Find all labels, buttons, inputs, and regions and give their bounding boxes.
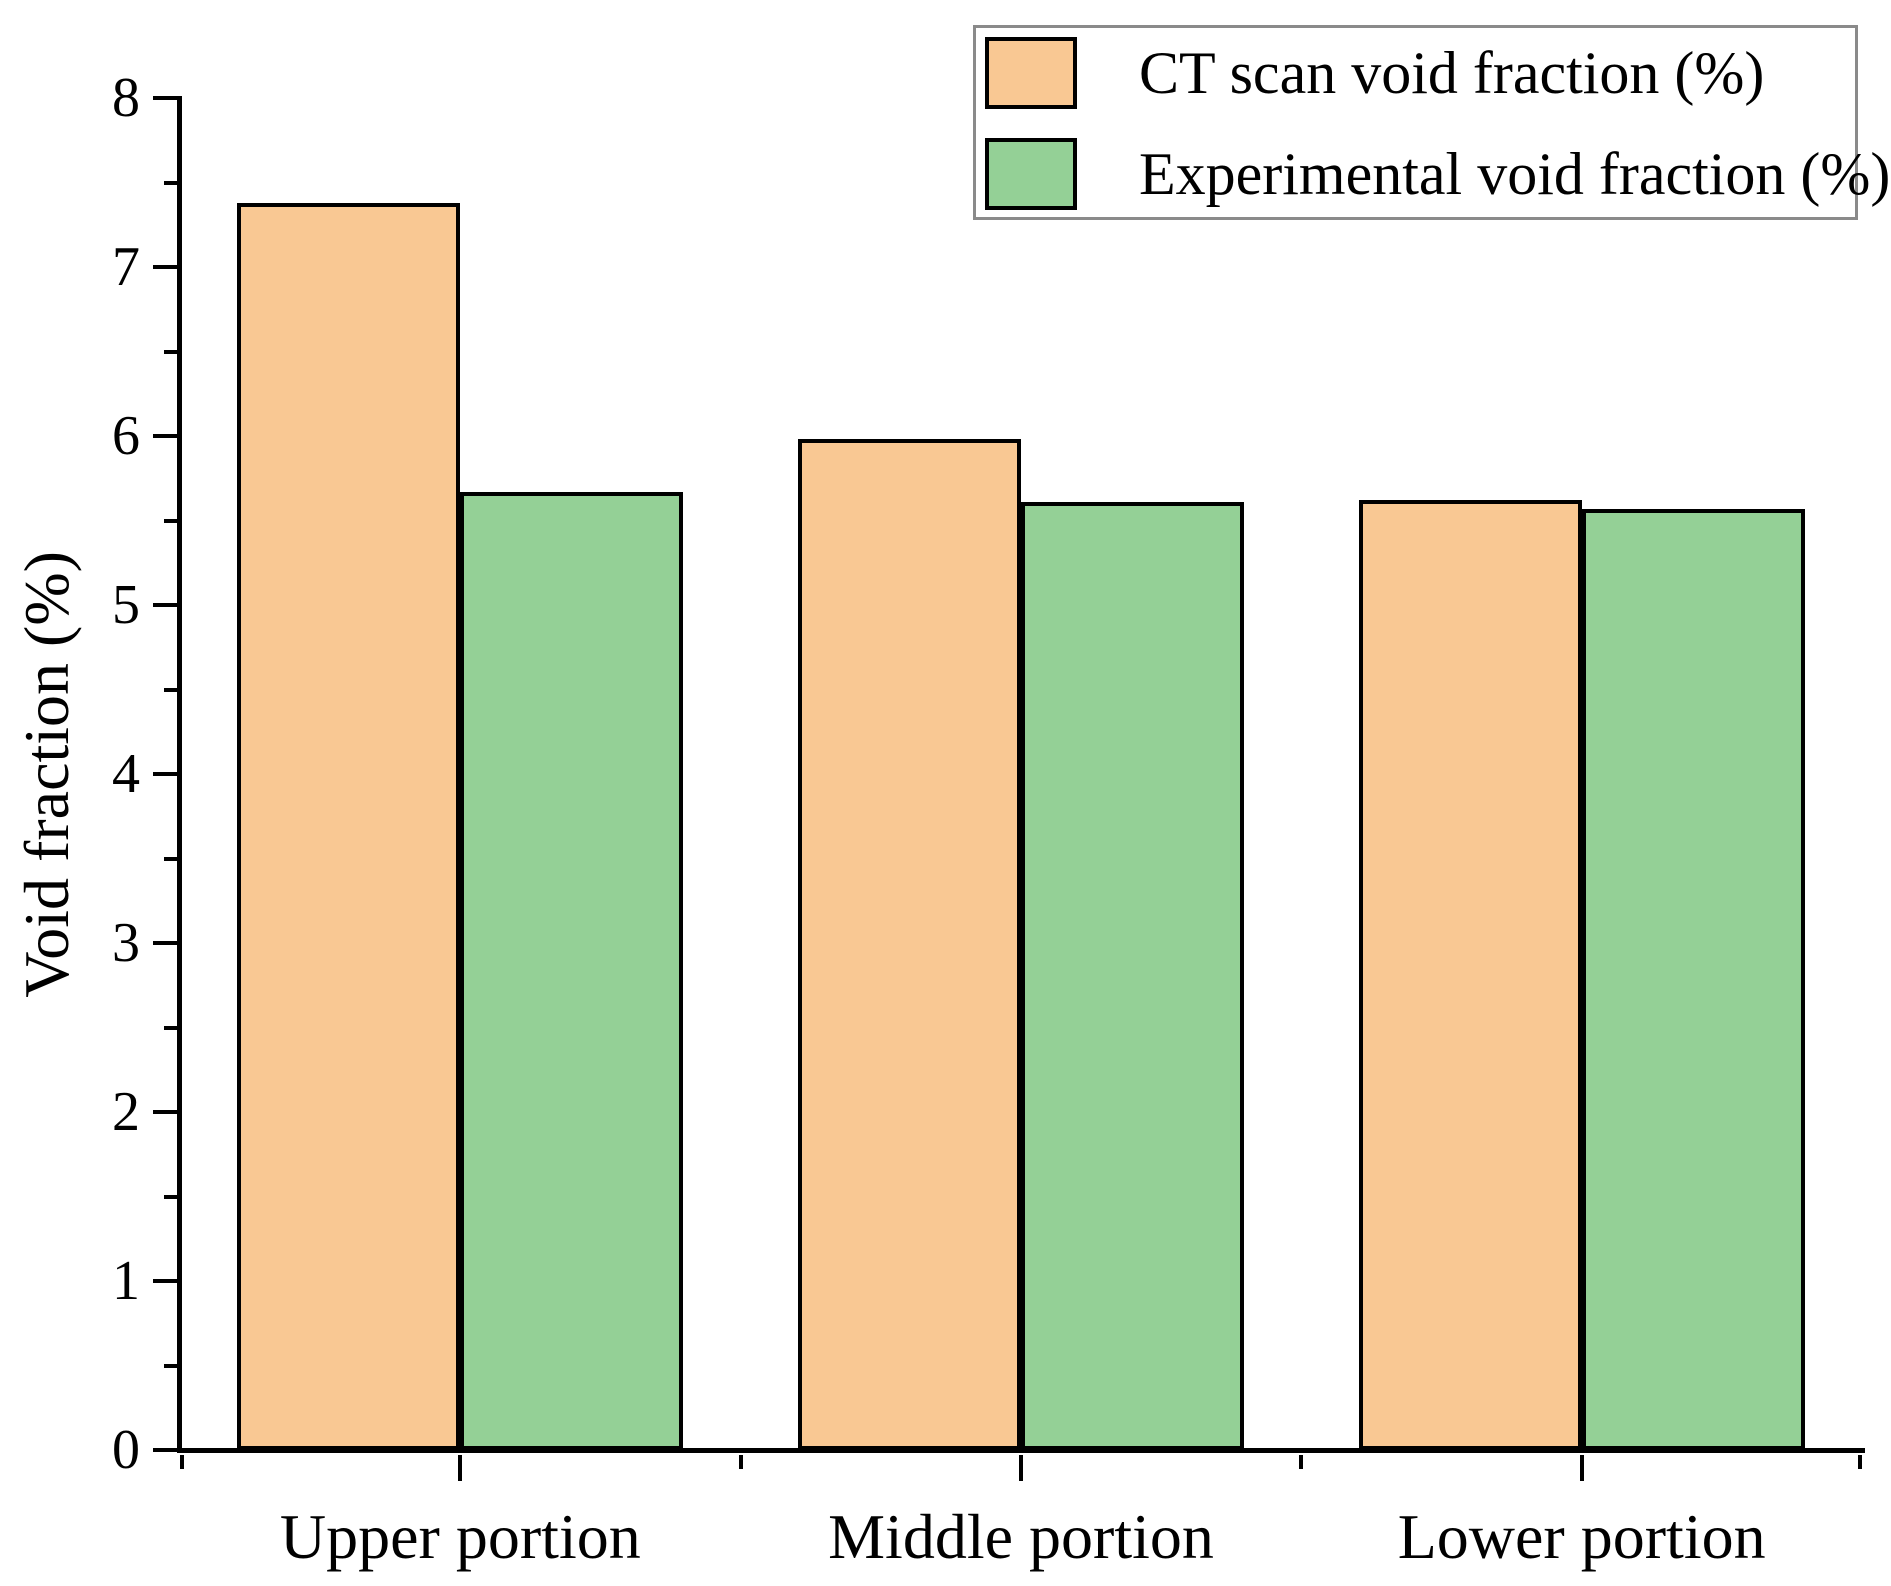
y-tick-label: 4 <box>112 743 140 805</box>
legend-item-experimental: Experimental void fraction (%) <box>985 138 1890 210</box>
x-axis-minor-tick <box>738 1455 743 1469</box>
y-tick-label: 3 <box>112 912 140 974</box>
y-axis-major-tick <box>153 772 177 776</box>
y-axis-minor-tick <box>164 180 177 185</box>
bar-experimental-2 <box>1021 502 1244 1450</box>
y-tick-label: 1 <box>112 1250 140 1312</box>
legend-label-ct-scan: CT scan void fraction (%) <box>1139 40 1765 106</box>
x-axis-major-tick <box>1019 1455 1023 1481</box>
bar-ct-scan-2 <box>798 439 1021 1450</box>
y-tick-label: 7 <box>112 236 140 298</box>
x-axis-minor-tick <box>1299 1455 1304 1469</box>
y-axis-minor-tick <box>164 1363 177 1368</box>
x-axis-minor-tick <box>180 1455 184 1469</box>
y-axis-major-tick <box>153 941 177 945</box>
bar-experimental-1 <box>460 492 684 1450</box>
y-tick-label: 5 <box>112 574 140 636</box>
x-axis-major-tick <box>458 1455 463 1481</box>
y-axis-minor-tick <box>164 687 177 692</box>
legend-swatch-ct-scan <box>985 37 1077 109</box>
bar-ct-scan-3 <box>1358 500 1582 1450</box>
y-axis-major-tick <box>153 1279 177 1283</box>
y-tick-label: 6 <box>112 405 140 467</box>
x-axis-major-tick <box>1579 1455 1584 1481</box>
y-axis-minor-tick <box>164 1194 177 1199</box>
bar-experimental-3 <box>1581 509 1805 1450</box>
x-category-label: Middle portion <box>828 1501 1214 1572</box>
y-axis-minor-tick <box>164 349 177 354</box>
legend: CT scan void fraction (%) Experimental v… <box>973 25 1890 220</box>
legend-item-ct-scan: CT scan void fraction (%) <box>985 37 1855 109</box>
y-axis-minor-tick <box>164 1025 177 1030</box>
x-category-label: Lower portion <box>1397 1501 1766 1572</box>
y-axis-major-tick <box>153 434 177 438</box>
x-axis-minor-tick <box>1858 1455 1862 1469</box>
legend-label-experimental: Experimental void fraction (%) <box>1139 141 1891 207</box>
y-axis-major-tick <box>153 96 177 100</box>
y-axis-minor-tick <box>164 518 177 523</box>
y-axis-major-tick <box>153 265 177 269</box>
plot-area: Upper portion Middle portion Lower portion… <box>112 70 1862 1569</box>
bar-ct-scan-1 <box>237 203 461 1450</box>
y-axis-major-tick <box>153 1110 177 1114</box>
x-category-label: Upper portion <box>279 1501 641 1572</box>
legend-swatch-experimental <box>985 138 1077 210</box>
x-axis-line <box>177 1448 1865 1453</box>
y-axis-major-tick <box>153 603 177 607</box>
y-axis-minor-tick <box>164 856 177 861</box>
y-tick-label: 2 <box>112 1081 140 1143</box>
y-axis-major-tick <box>153 1448 177 1452</box>
y-tick-label: 0 <box>112 1419 140 1481</box>
y-axis-line <box>177 96 182 1453</box>
y-tick-label: 8 <box>112 67 140 129</box>
